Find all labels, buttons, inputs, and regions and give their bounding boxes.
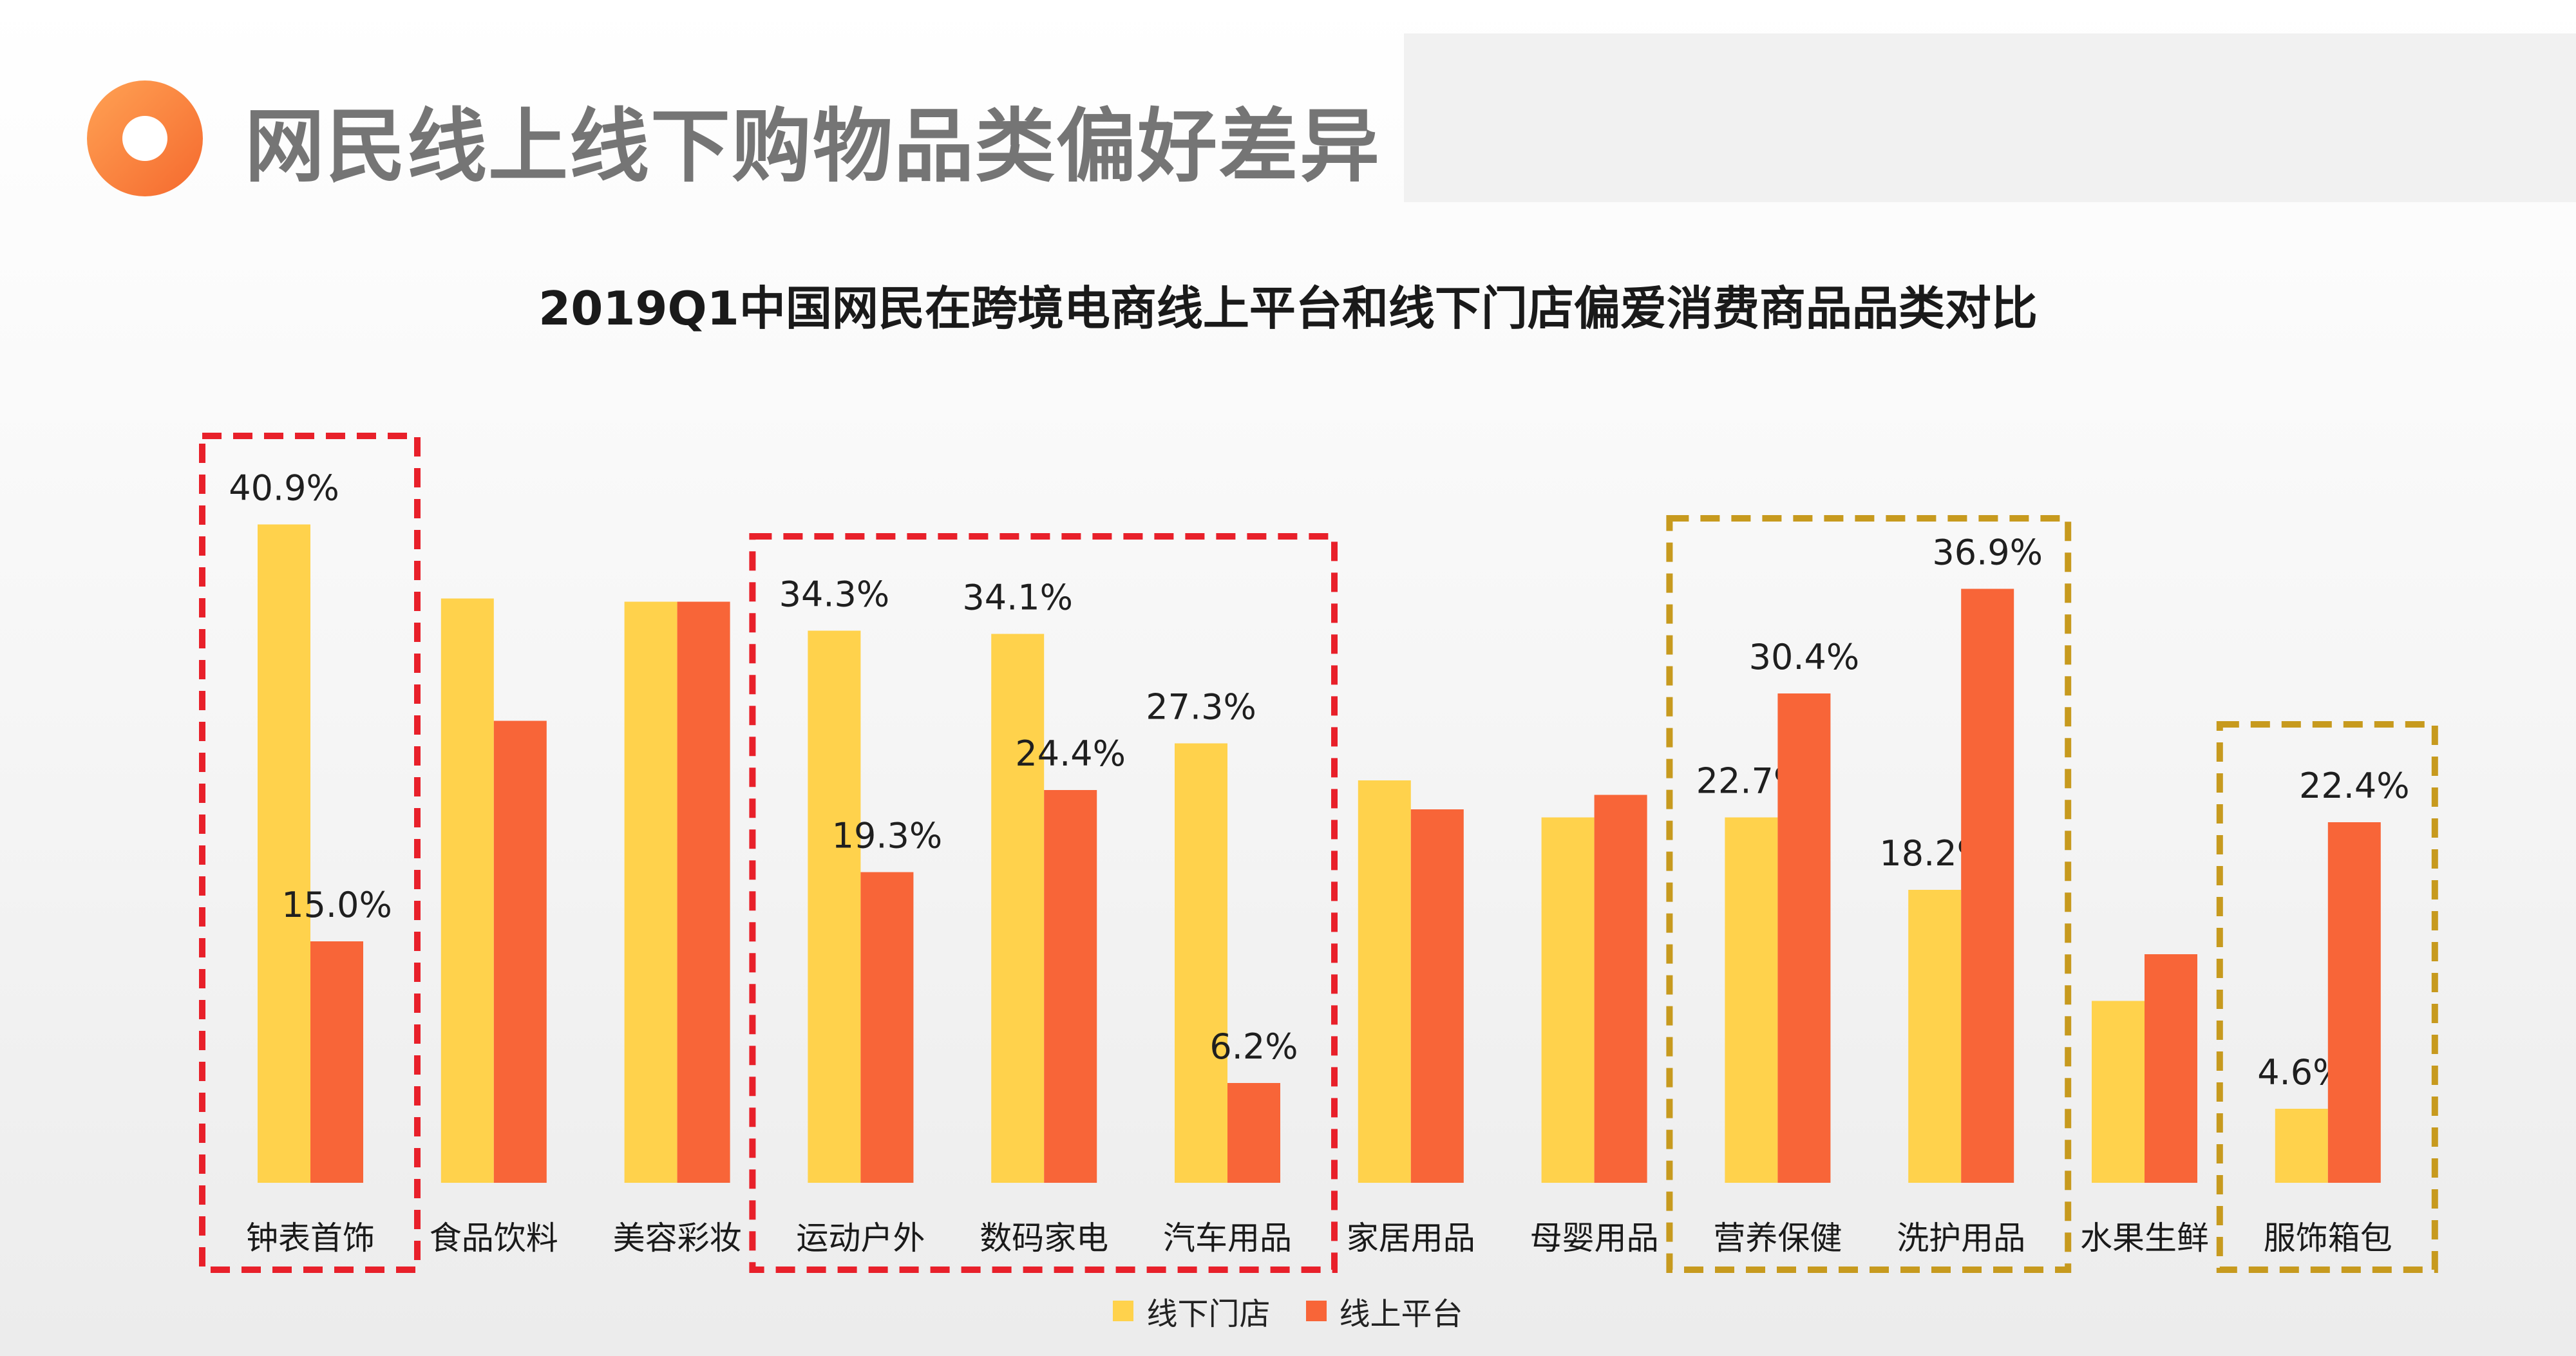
category-label-2: 美容彩妆 [613,1219,742,1257]
bar-online-11 [2327,822,2381,1183]
category-label-4: 数码家电 [980,1219,1108,1257]
data-label-online-3: 19.3% [832,816,943,856]
bar-offline-9 [1908,890,1962,1183]
bar-online-3 [860,872,914,1183]
bar-offline-3 [808,630,861,1183]
highlight-box-2 [1666,515,2072,1273]
data-label-offline-5: 27.3% [1146,687,1256,728]
legend-item-offline: 线下门店 [1113,1288,1271,1333]
legend-label-offline: 线下门店 [1146,1296,1271,1332]
page-title: 网民线上线下购物品类偏好差异 [245,100,1381,193]
bar-online-5 [1227,1083,1280,1183]
bar-offline-10 [2092,1001,2145,1183]
data-label-online-11: 22.4% [2299,766,2410,806]
bar-online-9 [1961,589,2014,1183]
bar-online-7 [1594,795,1647,1183]
bar-online-6 [1410,809,1464,1183]
data-label-offline-4: 34.1% [962,578,1073,618]
data-label-online-4: 24.4% [1015,733,1126,774]
category-label-6: 家居用品 [1347,1219,1475,1257]
bar-online-2 [677,601,730,1183]
category-label-10: 水果生鲜 [2080,1219,2209,1257]
data-label-offline-0: 40.9% [229,468,339,509]
category-label-8: 营养保健 [1713,1219,1842,1257]
legend-swatch-online [1305,1301,1327,1321]
bar-online-0 [310,941,363,1183]
chart-legend: 线下门店 线上平台 [0,1292,2576,1332]
bar-offline-11 [2275,1109,2328,1183]
logo-ring-icon [87,80,203,196]
category-label-11: 服饰箱包 [2264,1219,2392,1257]
highlight-box-3 [2216,721,2438,1273]
bar-offline-0 [258,524,310,1183]
bar-online-8 [1777,693,1831,1183]
bar-online-1 [493,720,547,1183]
bar-offline-2 [624,601,677,1183]
legend-swatch-offline [1113,1301,1134,1321]
category-label-9: 洗护用品 [1897,1219,2025,1257]
bar-online-10 [2145,954,2197,1183]
bar-offline-6 [1358,780,1411,1183]
bar-offline-5 [1175,743,1227,1183]
header-backdrop-panel [1404,33,2576,202]
data-label-online-5: 6.2% [1209,1026,1298,1067]
category-label-7: 母婴用品 [1530,1219,1659,1257]
legend-item-online: 线上平台 [1305,1288,1463,1333]
bar-online-4 [1044,790,1097,1183]
category-label-1: 食品饮料 [430,1219,558,1257]
highlight-box-0 [199,433,421,1273]
data-label-online-9: 36.9% [1932,532,2043,573]
category-label-3: 运动户外 [796,1219,925,1257]
bar-offline-8 [1725,817,1778,1183]
chart-title: 2019Q1中国网民在跨境电商线上平台和线下门店偏爱消费商品品类对比 [538,281,2038,335]
category-label-0: 钟表首饰 [246,1219,375,1257]
bar-offline-1 [440,598,494,1183]
data-label-offline-3: 34.3% [779,574,890,615]
data-label-online-0: 15.0% [281,885,392,925]
highlight-box-1 [749,533,1338,1273]
bar-offline-7 [1541,817,1595,1183]
data-label-online-8: 30.4% [1749,637,1860,677]
bar-offline-4 [991,634,1045,1183]
category-label-5: 汽车用品 [1163,1219,1292,1257]
legend-label-online: 线上平台 [1339,1296,1463,1332]
